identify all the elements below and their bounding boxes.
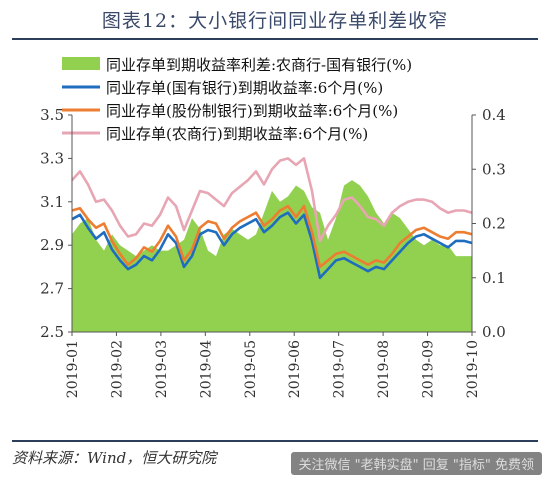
series-line-2 bbox=[71, 204, 473, 269]
x-tick-label: 2019-07 bbox=[332, 340, 348, 398]
series-line-3 bbox=[71, 157, 473, 243]
x-tick-label: 2019-01 bbox=[65, 340, 81, 398]
legend-label: 同业存单到期收益率利差:农商行-国有银行(%) bbox=[106, 56, 412, 74]
x-tick-label: 2019-02 bbox=[109, 340, 125, 398]
legend-label: 同业存单(农商行)到期收益率:6个月(%) bbox=[106, 125, 368, 143]
x-tick-label: 2019-06 bbox=[287, 340, 303, 398]
legend-label: 同业存单(国有银行)到期收益率:6个月(%) bbox=[106, 79, 383, 97]
x-tick-label: 2019-08 bbox=[376, 340, 392, 398]
lines-layer bbox=[71, 157, 473, 280]
y-left-tick-label: 2.5 bbox=[40, 323, 64, 341]
y-right-tick-label: 0.2 bbox=[482, 215, 506, 233]
x-tick-label: 2019-10 bbox=[465, 340, 481, 398]
legend-label: 同业存单(股份制银行)到期收益率:6个月(%) bbox=[106, 102, 398, 120]
y-right-tick-label: 0.3 bbox=[482, 160, 506, 178]
y-left-tick-label: 2.9 bbox=[40, 236, 64, 254]
x-tick-label: 2019-05 bbox=[243, 340, 259, 398]
axes-layer: 2.5 2.7 2.9 3.1 3.3 3.5 0.0 0.1 0.2 0.3 0.4 2019-01… bbox=[40, 106, 506, 398]
series-area-spread bbox=[72, 180, 472, 332]
source-note: 资料来源：Wind，恒大研究院 bbox=[12, 449, 217, 467]
chart-title: 图表12：大小银行间同业存单利差收窄 bbox=[101, 10, 449, 32]
x-tick-label: 2019-04 bbox=[198, 340, 214, 398]
y-right-tick-label: 0.4 bbox=[482, 106, 506, 124]
y-left-tick-label: 3.1 bbox=[40, 193, 64, 211]
x-tick-label: 2019-09 bbox=[421, 340, 437, 398]
series-line-1 bbox=[71, 211, 473, 280]
watermark-banner: 关注微信 "老韩实盘" 回复 "指标" 免费领 bbox=[290, 452, 542, 475]
x-tick-label: 2019-03 bbox=[154, 340, 170, 398]
y-left-tick-label: 3.5 bbox=[40, 106, 64, 124]
title-divider bbox=[12, 38, 538, 40]
legend: 同业存单到期收益率利差:农商行-国有银行(%) 同业存单(国有银行)到期收益率:6… bbox=[62, 56, 412, 143]
y-left-tick-label: 2.7 bbox=[40, 280, 64, 298]
y-right-tick-label: 0.0 bbox=[482, 323, 506, 341]
area-layer bbox=[72, 180, 472, 332]
y-left-tick-label: 3.3 bbox=[40, 149, 64, 167]
bottom-divider bbox=[12, 440, 538, 442]
y-right-tick-label: 0.1 bbox=[482, 269, 506, 287]
legend-swatch-area bbox=[62, 57, 100, 70]
